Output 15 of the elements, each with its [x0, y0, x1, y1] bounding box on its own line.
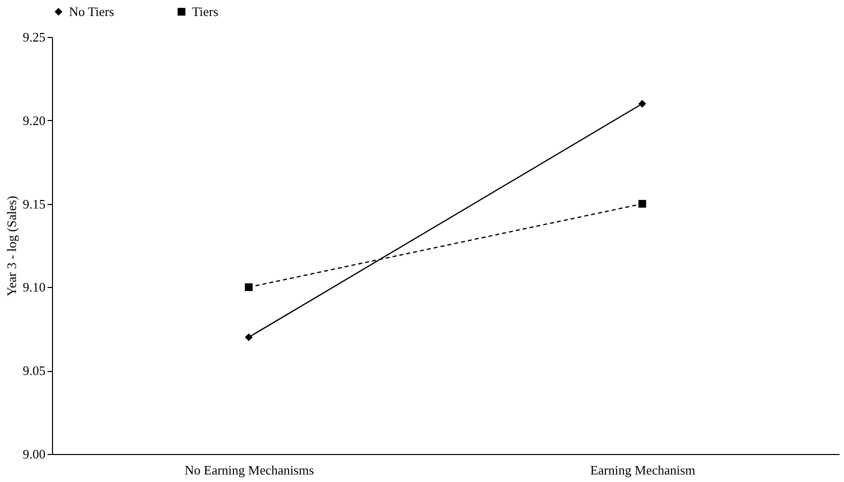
y-tick-label: 9.00 [22, 446, 46, 462]
point [638, 200, 646, 208]
point [244, 333, 253, 342]
y-tick-label: 9.05 [22, 363, 46, 378]
y-tick-label: 9.15 [22, 196, 46, 212]
legend-label: Tiers [192, 4, 218, 19]
legend-label: No Tiers [69, 4, 114, 19]
y-axis-title: Year 3 - log (Sales) [4, 196, 19, 296]
point [244, 283, 253, 292]
x-tick-label: Earning Mechanism [590, 462, 696, 478]
y-tick-label: 9.20 [22, 112, 46, 128]
y-tick-label: 9.10 [22, 280, 46, 295]
x-tick-label: No Earning Mechanisms [184, 462, 314, 478]
point [638, 100, 646, 108]
y-tick-label: 9.25 [22, 30, 46, 44]
